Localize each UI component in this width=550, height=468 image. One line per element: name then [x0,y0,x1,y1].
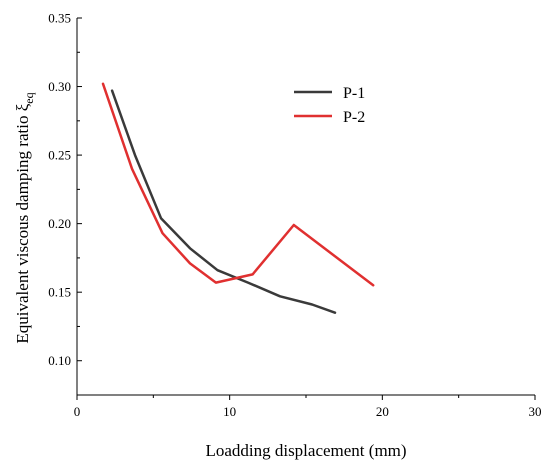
y-tick-label: 0.10 [48,353,71,368]
y-tick-label: 0.15 [48,285,71,300]
axes [76,18,535,396]
series-line-p-2 [101,82,375,287]
y-axis-title: Equivalent viscous damping ratio ξeq [13,92,36,343]
x-tick-label: 0 [74,404,81,419]
x-ticks: 0 10 20 30 [74,395,542,419]
y-tick-label: 0.35 [48,11,71,26]
y-tick-label: 0.30 [48,79,71,94]
y-tick-label: 0.25 [48,148,71,163]
x-tick-label: 30 [529,404,542,419]
series-line-p-1 [110,89,337,314]
legend: P-1 P-2 [294,85,365,126]
y-tick-label: 0.20 [48,216,71,231]
x-tick-label: 20 [376,404,389,419]
y-ticks: 0.10 0.15 0.20 0.25 0.30 0.35 [48,11,82,368]
x-axis-title: Loadding displacement (mm) [205,441,406,460]
y-axis-title-main: Equivalent viscous damping ratio ξ [13,103,32,343]
series-layer [101,82,375,314]
legend-label-p1: P-1 [343,85,365,102]
y-axis-title-subscript: eq [22,92,36,103]
legend-label-p2: P-2 [343,109,365,126]
x-tick-label: 10 [223,404,236,419]
